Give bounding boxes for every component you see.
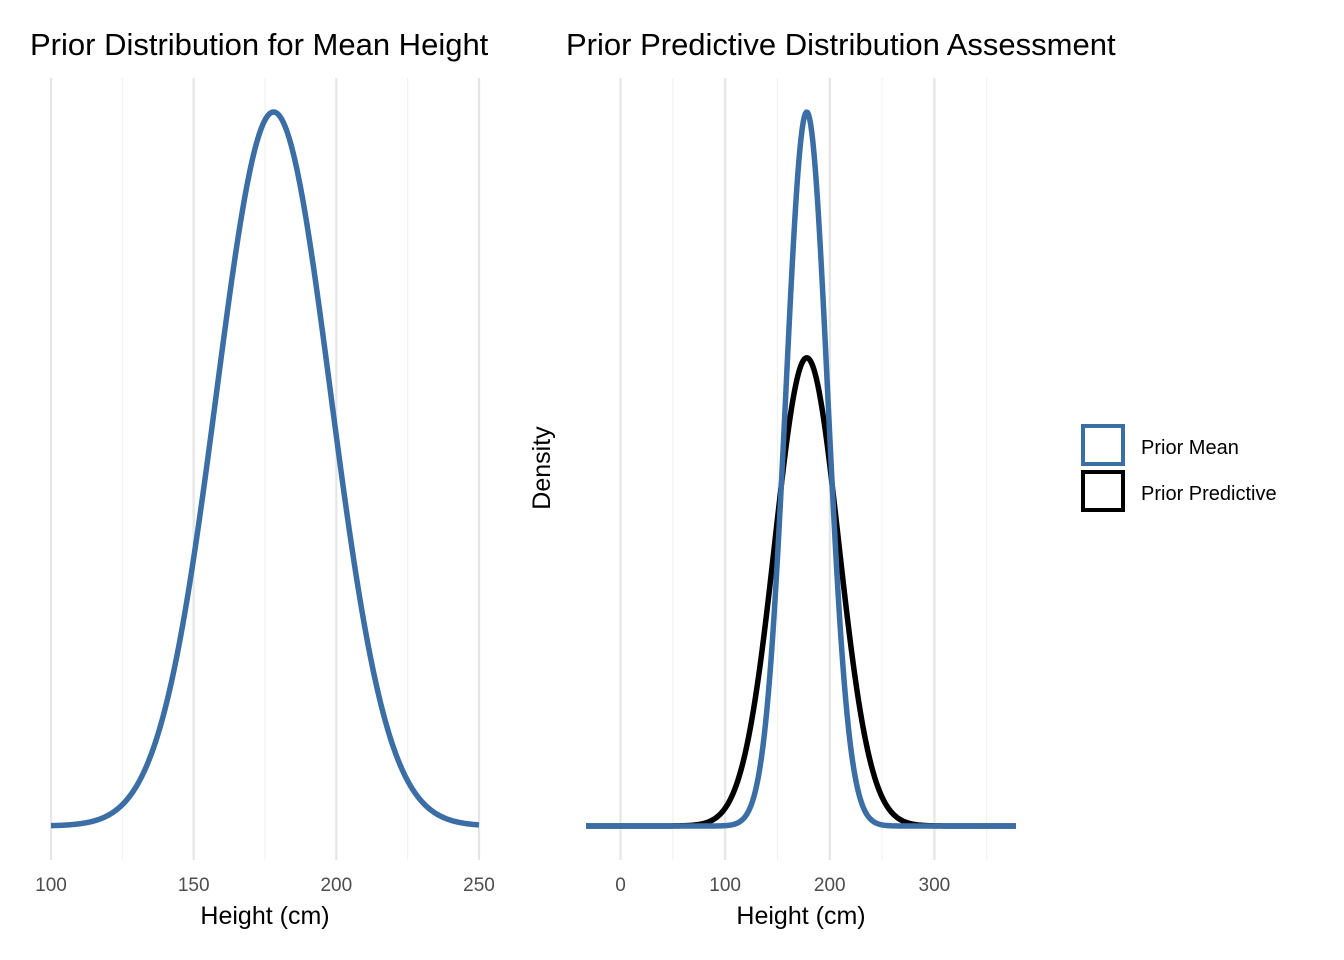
- panel-2-title: Prior Predictive Distribution Assessment: [566, 27, 1116, 62]
- panel-1-tick-labels: 100 150 200 250: [35, 875, 495, 896]
- x-tick-label: 150: [178, 875, 210, 896]
- panel-2-lines: [584, 109, 1018, 829]
- panel-prior-predictive: Prior Predictive Distribution Assessment…: [528, 27, 1116, 930]
- x-tick-label: 200: [814, 875, 846, 896]
- panel-prior-mean: Prior Distribution for Mean Height 100 15…: [30, 27, 495, 930]
- series-line-prior-mean: [49, 109, 481, 829]
- legend-key-prior-mean: [1081, 424, 1125, 466]
- series-line-prior-predictive: [584, 355, 1018, 829]
- panel-1-lines: [49, 109, 481, 829]
- x-tick-label: 250: [463, 875, 495, 896]
- legend-label-prior-mean: Prior Mean: [1141, 437, 1239, 459]
- legend: Prior Mean Prior Predictive: [1081, 424, 1277, 512]
- series-line-prior-mean: [584, 109, 1018, 829]
- x-tick-label: 100: [35, 875, 67, 896]
- panel-2-x-axis-label: Height (cm): [736, 902, 865, 930]
- panel-1-grid: [49, 78, 481, 860]
- legend-label-prior-predictive: Prior Predictive: [1141, 483, 1277, 505]
- panel-2-grid: [619, 78, 988, 860]
- panel-1-x-axis-label: Height (cm): [200, 902, 329, 930]
- panel-2-y-axis-label: Density: [528, 426, 556, 510]
- panel-1-title: Prior Distribution for Mean Height: [30, 27, 489, 62]
- legend-key-prior-predictive: [1081, 470, 1125, 512]
- x-tick-label: 200: [320, 875, 352, 896]
- x-tick-label: 0: [615, 875, 626, 896]
- panel-2-tick-labels: 0 100 200 300: [615, 875, 950, 896]
- x-tick-label: 300: [919, 875, 951, 896]
- x-tick-label: 100: [709, 875, 741, 896]
